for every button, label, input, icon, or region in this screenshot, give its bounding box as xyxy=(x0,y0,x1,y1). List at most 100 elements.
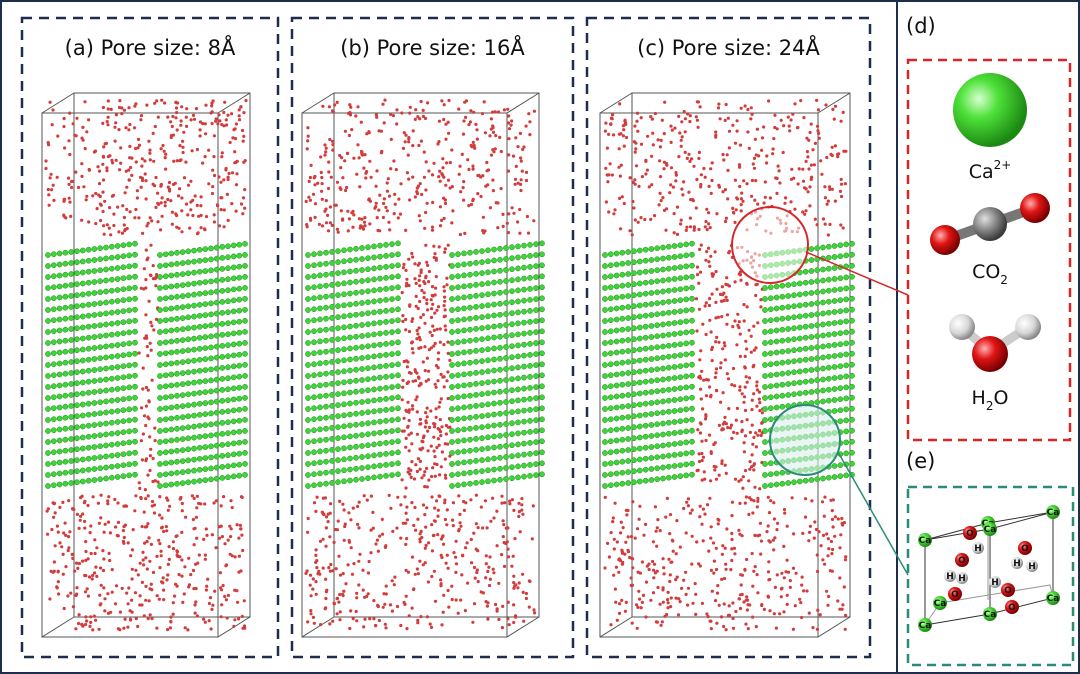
slab-atom xyxy=(473,403,479,409)
slab-atom xyxy=(642,356,649,363)
water-molecule xyxy=(219,504,223,508)
water-molecule xyxy=(156,115,160,119)
water-molecule xyxy=(729,423,734,427)
water-molecule xyxy=(669,560,673,564)
water-molecule xyxy=(433,341,437,345)
water-molecule xyxy=(684,570,688,574)
water-molecule xyxy=(337,600,341,604)
water-molecule xyxy=(177,573,181,577)
water-molecule xyxy=(703,477,707,481)
water-molecule xyxy=(668,573,672,577)
slab-atom xyxy=(157,461,163,467)
water-molecule xyxy=(415,337,419,341)
water-molecule xyxy=(727,407,731,411)
water-molecule xyxy=(749,350,753,354)
water-molecule xyxy=(314,580,318,584)
slab-atom xyxy=(347,466,353,473)
slab-atom xyxy=(449,263,455,269)
water-molecule xyxy=(765,161,769,165)
water-molecule xyxy=(210,110,214,114)
water-molecule xyxy=(411,379,415,383)
slab-atom xyxy=(225,375,231,382)
slab-atom xyxy=(849,240,855,247)
slab-atom xyxy=(395,317,401,324)
water-molecule xyxy=(148,587,152,591)
slab-atom xyxy=(503,432,509,438)
water-molecule xyxy=(363,216,367,220)
water-molecule xyxy=(697,307,702,311)
water-molecule xyxy=(704,438,708,443)
slab-atom xyxy=(208,289,214,296)
slab-atom xyxy=(45,461,51,467)
water-molecule xyxy=(150,378,154,382)
water-molecule xyxy=(205,584,209,588)
water-molecule xyxy=(384,205,388,209)
slab-atom xyxy=(677,473,684,480)
water-molecule xyxy=(828,187,832,191)
water-molecule xyxy=(722,602,726,606)
water-molecule xyxy=(772,548,776,552)
water-molecule xyxy=(779,595,783,599)
slab-atom xyxy=(515,419,521,426)
slab-atom xyxy=(62,425,69,432)
water-molecule xyxy=(806,190,810,194)
slab-atom xyxy=(467,436,473,443)
water-molecule xyxy=(44,159,48,163)
water-molecule xyxy=(740,419,744,424)
slab-atom xyxy=(97,410,104,417)
slab-atom xyxy=(467,315,473,322)
water-molecule xyxy=(103,142,107,146)
slab-atom xyxy=(377,264,383,271)
water-molecule xyxy=(419,615,423,619)
water-molecule xyxy=(491,124,495,128)
water-molecule xyxy=(141,178,145,183)
water-molecule xyxy=(808,204,812,208)
water-molecule xyxy=(738,606,743,611)
water-molecule xyxy=(125,591,129,595)
slab-atom xyxy=(521,253,527,260)
water-molecule xyxy=(733,384,737,388)
slab-atom xyxy=(837,319,844,326)
slab-atom xyxy=(305,428,311,434)
slab-atom xyxy=(654,245,661,252)
water-molecule xyxy=(424,411,428,415)
slab-atom xyxy=(317,459,323,466)
slab-atom xyxy=(68,293,75,299)
water-molecule xyxy=(730,514,734,518)
water-molecule xyxy=(116,534,120,538)
slab-atom xyxy=(808,312,815,318)
water-molecule xyxy=(410,347,414,351)
water-molecule xyxy=(154,284,158,288)
slab-atom xyxy=(785,293,792,299)
slab-atom xyxy=(820,365,826,372)
slab-atom xyxy=(602,274,608,280)
water-molecule xyxy=(157,597,161,601)
slab-atom xyxy=(671,364,678,370)
slab-atom xyxy=(636,401,643,408)
water-molecule xyxy=(804,209,808,213)
water-molecule xyxy=(520,503,524,507)
water-molecule xyxy=(435,445,439,450)
slab-atom xyxy=(671,386,678,392)
water-molecule xyxy=(328,622,332,626)
slab-atom xyxy=(114,441,121,447)
slab-atom xyxy=(242,373,248,379)
slab-atom xyxy=(168,415,175,422)
slab-atom xyxy=(796,390,803,397)
slab-atom xyxy=(103,354,109,361)
water-molecule xyxy=(441,534,445,538)
water-molecule xyxy=(425,201,429,205)
water-molecule xyxy=(527,112,531,116)
slab-atom xyxy=(491,323,497,330)
water-molecule xyxy=(739,583,743,587)
slab-atom xyxy=(335,347,341,353)
water-molecule xyxy=(84,574,88,578)
slab-atom xyxy=(185,259,192,266)
slab-atom xyxy=(814,388,821,395)
water-molecule xyxy=(335,180,340,184)
slab-atom xyxy=(455,394,461,401)
water-molecule xyxy=(408,111,412,115)
water-molecule xyxy=(457,172,461,176)
slab-atom xyxy=(126,384,133,391)
water-molecule xyxy=(444,328,448,332)
